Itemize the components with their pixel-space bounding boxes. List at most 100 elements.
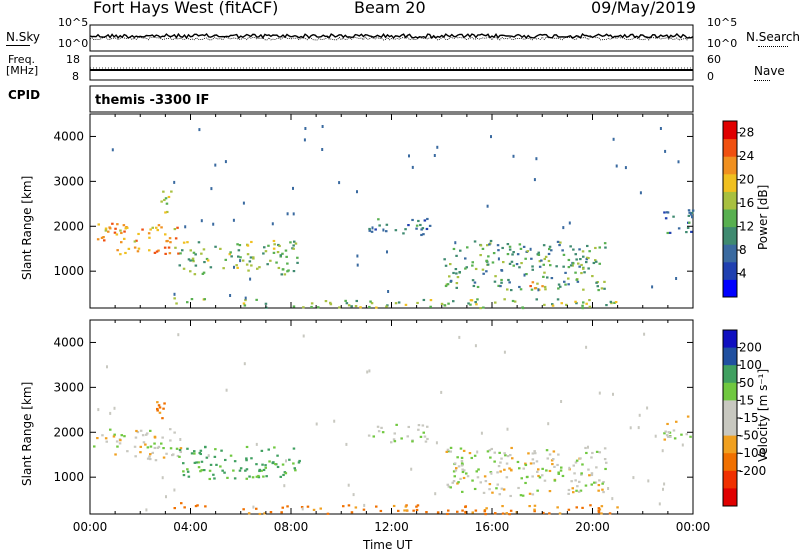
cell-region-5 [576,280,580,283]
cell-region-0 [151,451,155,454]
cell-region-8 [474,301,477,304]
cell-region-5 [594,246,597,250]
cell-region-0 [147,232,151,235]
cell-region-1 [156,407,159,411]
cell-region-8 [476,298,479,301]
cell-region-0 [139,429,143,432]
cell-region-5 [556,463,559,467]
cell-region-5 [459,249,462,252]
cell-region-5 [571,264,574,267]
cell-region-0 [108,226,111,229]
cell-region-8 [535,298,539,301]
cell-sparse [568,466,571,470]
cell-sparse [363,503,366,507]
cell-region-8 [385,305,388,308]
cell-region-7 [306,505,310,508]
cell-region-2 [281,463,285,466]
cell-region-2 [236,243,239,246]
cell-region-4 [426,437,429,441]
cell-region-5 [604,246,607,249]
cell-region-6 [666,435,670,438]
cell-region-7 [505,512,509,515]
cell-region-0 [114,227,117,230]
cell-region-7 [436,511,440,514]
cell-region-0 [120,241,123,244]
cell-region-5 [602,481,605,484]
cell-region-5 [449,486,453,489]
cell-region-5 [574,253,578,256]
cell-region-0 [144,443,147,446]
cell-sparse [632,476,635,480]
cell-region-2 [209,463,213,466]
velocity-cbar-swatch [723,453,737,472]
cell-region-5 [535,460,539,463]
cell-region-7 [280,511,283,514]
cell-sparse [497,257,500,261]
cell-sparse [410,467,413,471]
velocity-cbar-label: 200 [739,341,762,355]
cell-region-5 [552,450,556,453]
cell-region-8 [588,299,591,302]
velocity-cells [93,332,692,516]
cell-region-5 [509,494,512,498]
cell-region-5 [545,469,548,472]
nsky-line [89,32,694,40]
cell-region-5 [506,243,510,246]
cell-region-5 [558,244,561,247]
cell-region-0 [146,457,150,460]
cell-region-0 [154,459,158,462]
cell-region-2 [251,476,255,479]
cell-region-0 [149,445,153,448]
cell-region-2 [271,461,275,464]
cell-region-4 [423,219,427,222]
cell-region-5 [582,267,585,270]
cell-region-5 [567,266,571,269]
xtick-label: 04:00 [173,520,208,534]
cell-region-8 [375,306,378,309]
cell-region-5 [520,477,524,480]
cell-region-0 [137,232,140,236]
cell-region-2 [197,466,201,469]
cell-region-2 [293,240,296,243]
cell-region-5 [594,259,597,262]
cell-region-5 [498,451,501,454]
cell-region-6 [533,287,537,290]
cell-region-8 [242,302,246,305]
velocity-cbar-label: -200 [739,464,766,478]
cell-region-0 [101,434,104,437]
cell-region-6 [675,420,678,423]
cell-region-5 [551,463,554,466]
cell-region-8 [345,302,349,305]
cell-region-2 [269,259,272,262]
cell-region-5 [503,468,506,471]
cell-region-2 [187,475,191,478]
cell-region-0 [104,227,108,230]
cell-region-5 [501,246,504,250]
cell-region-8 [443,304,447,307]
beam-title: Beam 20 [354,0,426,17]
cell-sparse [179,438,182,441]
cell-region-3 [196,504,199,507]
cell-region-2 [246,253,250,256]
cell-region-0 [151,226,155,229]
cell-region-5 [529,462,533,465]
cell-region-2 [245,468,249,471]
cell-region-5 [517,486,520,490]
cell-region-2 [213,477,216,480]
cell-region-0 [149,429,152,432]
cell-region-7 [558,512,562,515]
cell-region-0 [119,229,122,232]
cell-region-0 [168,252,172,255]
cell-region-2 [279,255,283,258]
cell-region-5 [531,268,535,271]
cell-region-5 [462,476,466,480]
power-cbar-label: 20 [739,173,754,187]
cell-region-8 [329,303,333,306]
cell-region-4 [426,217,429,221]
cell-region-0 [123,237,126,240]
cell-region-2 [267,244,270,247]
cell-region-5 [583,271,586,274]
cell-region-5 [482,491,486,494]
cell-region-2 [264,466,268,469]
cell-region-8 [440,302,444,305]
